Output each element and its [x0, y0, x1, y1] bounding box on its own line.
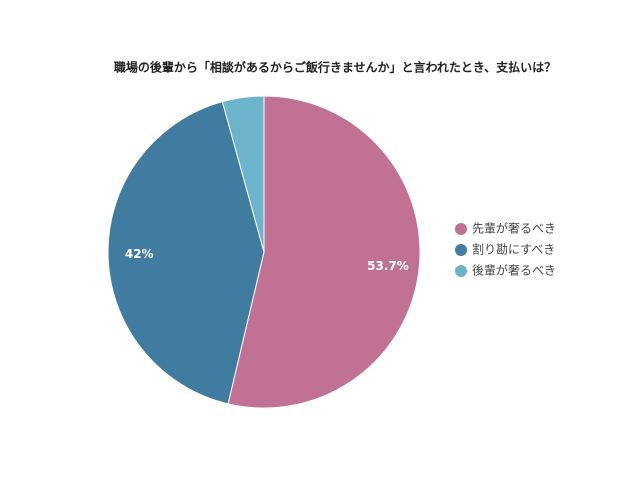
- legend-label: 後輩が奢るべき: [472, 263, 556, 278]
- legend-label: 割り勘にすべき: [472, 242, 555, 257]
- legend-marker: [455, 265, 467, 277]
- pie-slice: [107, 101, 265, 405]
- legend-label: 先輩が奢るべき: [472, 221, 556, 236]
- value-label: 42%: [125, 247, 154, 261]
- value-label: 53.7%: [367, 259, 409, 273]
- legend-marker: [455, 223, 467, 235]
- pie-slice: [227, 95, 421, 409]
- chart-title: 職場の後輩から「相談があるからご飯行きませんか」と言われたとき、支払いは？: [114, 60, 556, 75]
- legend-marker: [455, 244, 467, 256]
- pie-slice: [221, 95, 265, 253]
